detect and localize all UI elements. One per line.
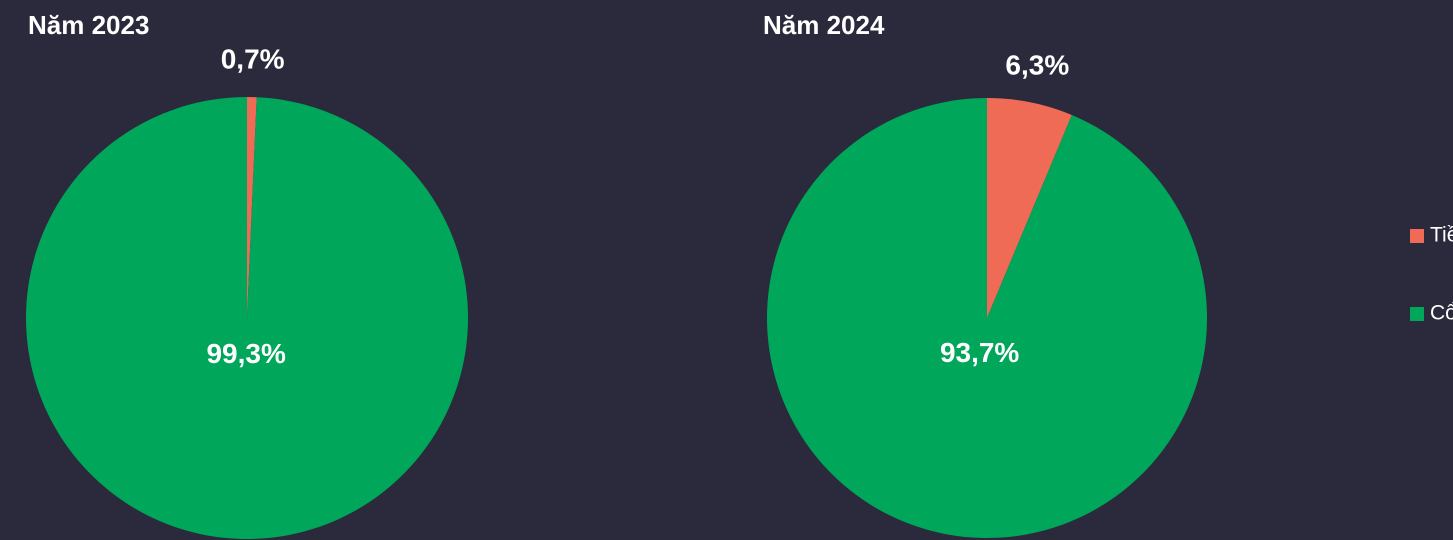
- pie-slice: [247, 97, 257, 318]
- pie-slice: [987, 98, 1072, 318]
- pie-slice: [766, 98, 1207, 538]
- legend-label: Cổ phiếu: [1430, 302, 1453, 325]
- data-label: 0,7%: [221, 43, 285, 74]
- chart-title: Năm 2024: [763, 10, 885, 40]
- chart-title: Năm 2023: [28, 10, 149, 40]
- legend-swatch: [1410, 229, 1424, 243]
- data-label: 6,3%: [1005, 49, 1069, 80]
- legend-label: Tiền mặt: [1430, 224, 1453, 247]
- pie-slice: [26, 97, 469, 539]
- data-label: 99,3%: [206, 338, 285, 369]
- data-label: 93,7%: [940, 337, 1019, 368]
- legend-swatch: [1410, 307, 1424, 321]
